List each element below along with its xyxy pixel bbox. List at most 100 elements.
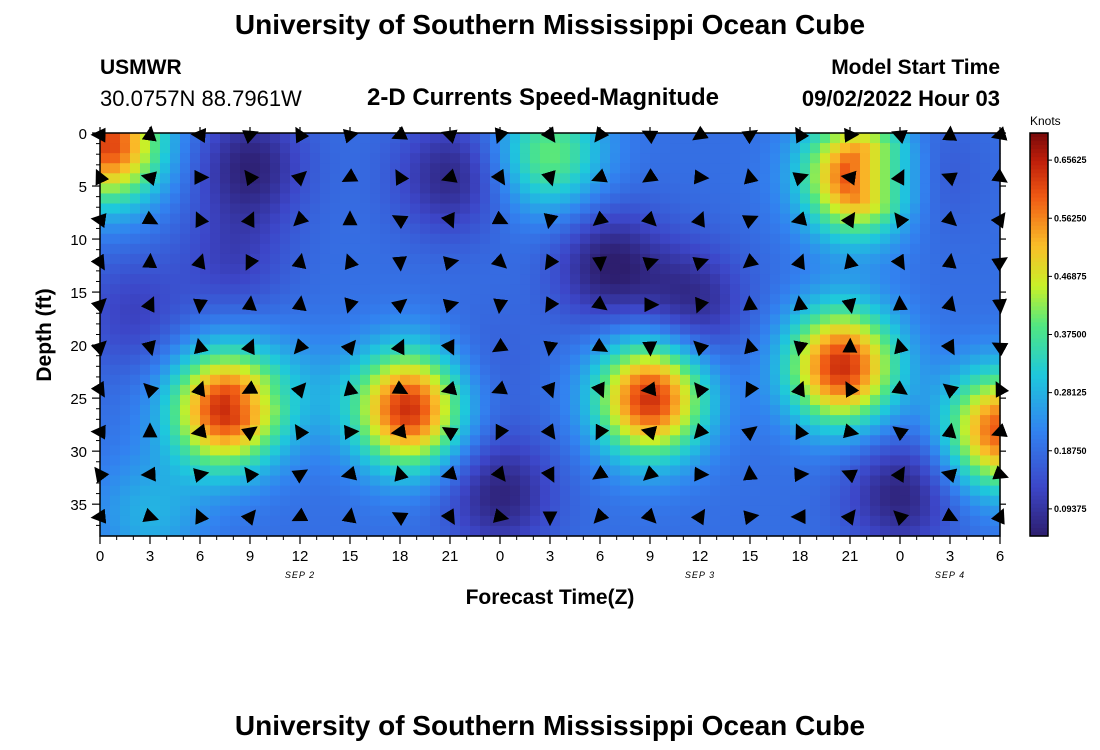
heatmap-cell <box>180 415 191 426</box>
heatmap-cell <box>260 223 271 235</box>
heatmap-cell <box>220 415 231 426</box>
heatmap-cell <box>200 143 211 154</box>
heatmap-cell <box>640 435 651 446</box>
heatmap-cell <box>110 354 121 366</box>
heatmap-cell <box>940 223 951 235</box>
heatmap-cell <box>130 314 141 326</box>
heatmap-cell <box>560 233 571 245</box>
heatmap-cell <box>180 133 191 144</box>
heatmap-cell <box>180 294 191 305</box>
current-arrow <box>390 423 407 439</box>
heatmap-cell <box>760 515 771 527</box>
heatmap-cell <box>170 274 181 285</box>
heatmap-cell <box>140 173 151 184</box>
heatmap-cell <box>500 173 511 184</box>
heatmap-cell <box>350 233 361 245</box>
colorbar-segment <box>1030 495 1048 501</box>
heatmap-cell <box>880 445 891 456</box>
heatmap-cell <box>730 183 741 195</box>
heatmap-cell <box>250 243 261 255</box>
heatmap-cell <box>880 334 891 346</box>
heatmap-cell <box>350 324 361 336</box>
heatmap-cell <box>650 183 661 195</box>
heatmap-cell <box>230 344 241 356</box>
heatmap-cell <box>620 153 631 164</box>
heatmap-cell <box>280 525 291 537</box>
heatmap-cell <box>560 435 571 446</box>
heatmap-cell <box>400 183 411 195</box>
x-tick-label: 9 <box>246 548 254 565</box>
heatmap-cell <box>210 525 221 537</box>
heatmap-cell <box>400 233 411 245</box>
heatmap-cell <box>200 263 211 275</box>
heatmap-cell <box>980 515 991 527</box>
heatmap-cell <box>790 143 801 154</box>
heatmap-cell <box>620 133 631 144</box>
heatmap-cell <box>920 455 931 467</box>
heatmap-cell <box>760 354 771 366</box>
heatmap-cell <box>290 405 301 416</box>
heatmap-cell <box>580 415 591 426</box>
heatmap-cell <box>860 525 871 537</box>
heatmap-cell <box>210 455 221 467</box>
heatmap-cell <box>460 153 471 164</box>
heatmap-cell <box>950 364 961 376</box>
heatmap-cell <box>610 344 621 356</box>
heatmap-cell <box>470 223 481 235</box>
heatmap-cell <box>230 485 241 497</box>
heatmap-cell <box>520 465 531 477</box>
heatmap-cell <box>400 405 411 416</box>
heatmap-cell <box>250 223 261 235</box>
heatmap-cell <box>160 354 171 366</box>
heatmap-cell <box>410 304 421 315</box>
heatmap-cell <box>620 344 631 356</box>
heatmap-cell <box>440 415 451 426</box>
heatmap-cell <box>360 193 371 205</box>
heatmap-cell <box>710 133 721 144</box>
colorbar-segment <box>1030 282 1048 287</box>
y-tick-label: 20 <box>70 338 87 355</box>
heatmap-cell <box>810 455 821 467</box>
heatmap-cell <box>380 233 391 245</box>
current-arrow <box>441 168 458 183</box>
heatmap-cell <box>880 223 891 235</box>
heatmap-cell <box>310 465 321 477</box>
heatmap-cell <box>640 243 651 255</box>
heatmap-cell <box>530 495 541 507</box>
heatmap-cell <box>440 445 451 456</box>
heatmap-cell <box>920 344 931 356</box>
heatmap-cell <box>650 284 661 295</box>
heatmap-cell <box>450 304 461 315</box>
colorbar-segment <box>1030 314 1048 319</box>
heatmap-cell <box>660 223 671 235</box>
heatmap-cell <box>330 364 341 376</box>
heatmap-cell <box>660 143 671 154</box>
heatmap-cell <box>990 425 1001 436</box>
heatmap-cell <box>140 415 151 426</box>
current-arrow <box>191 380 206 398</box>
current-arrow <box>544 253 560 271</box>
heatmap-cell <box>500 143 511 154</box>
heatmap-cell <box>460 203 471 215</box>
heatmap-cell <box>900 284 911 295</box>
heatmap-cell <box>290 203 301 215</box>
heatmap-cell <box>540 415 551 426</box>
heatmap-cell <box>800 505 811 517</box>
heatmap-cell <box>500 364 511 376</box>
heatmap-cell <box>700 143 711 154</box>
heatmap-cell <box>680 485 691 497</box>
heatmap-cell <box>110 284 121 295</box>
heatmap-cell <box>460 233 471 245</box>
heatmap-cell <box>440 193 451 205</box>
heatmap-cell <box>510 515 521 527</box>
heatmap-cell <box>450 213 461 225</box>
heatmap-cell <box>970 284 981 295</box>
current-arrow <box>491 210 509 225</box>
heatmap-cell <box>840 324 851 336</box>
heatmap-cell <box>790 435 801 446</box>
current-arrow <box>894 212 910 229</box>
heatmap-cell <box>670 525 681 537</box>
heatmap-cell <box>310 525 321 537</box>
heatmap-cell <box>850 334 861 346</box>
heatmap-cell <box>370 173 381 184</box>
